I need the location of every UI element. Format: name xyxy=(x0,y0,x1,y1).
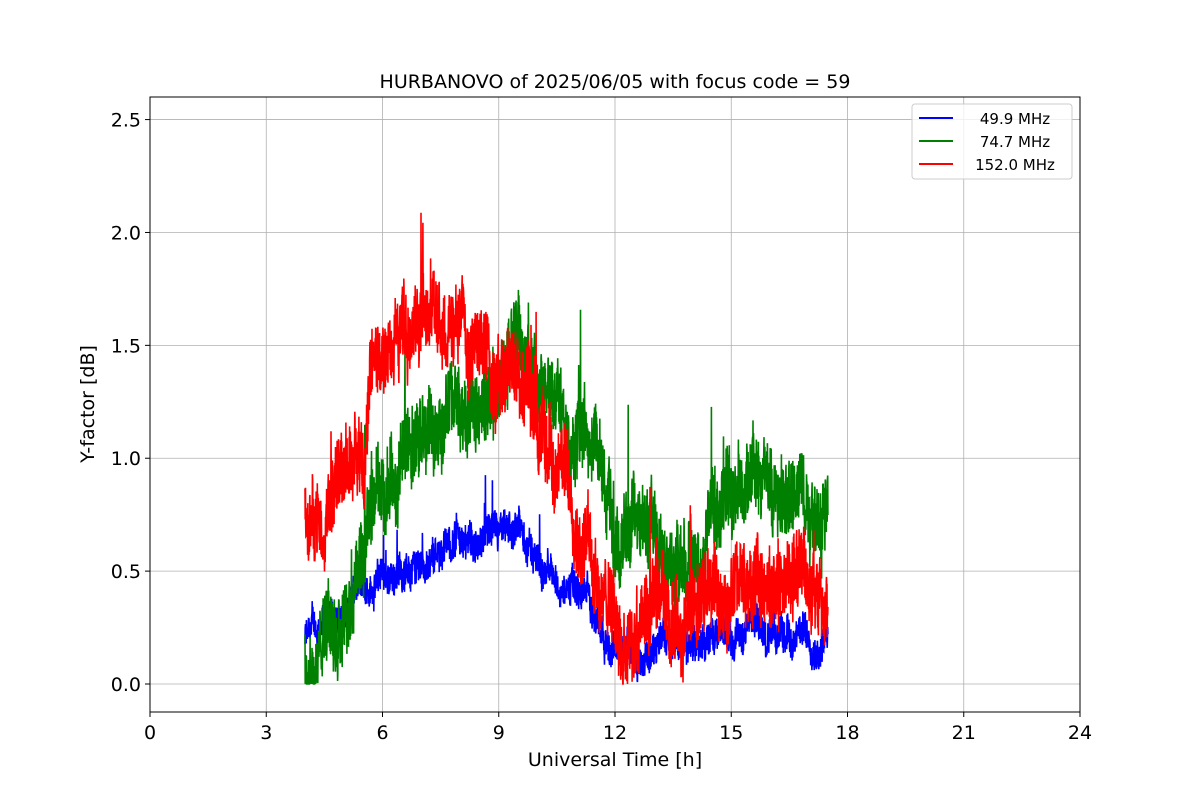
x-tick-label: 24 xyxy=(1068,722,1092,744)
y-tick-label: 1.5 xyxy=(111,335,141,357)
x-tick-label: 6 xyxy=(376,722,388,744)
x-tick-label: 12 xyxy=(603,722,627,744)
series-line-2 xyxy=(304,212,829,685)
x-axis: 0 3 6 9 12 15 18 21 24 xyxy=(144,712,1092,744)
y-tick-label: 0.0 xyxy=(111,674,141,696)
y-tick-label: 2.0 xyxy=(111,222,141,244)
y-tick-label: 0.5 xyxy=(111,561,141,583)
x-tick-label: 21 xyxy=(952,722,976,744)
legend-frame xyxy=(911,103,1073,180)
legend-label: 49.9 MHz xyxy=(980,110,1050,128)
x-tick-label: 15 xyxy=(719,722,743,744)
series-line-0 xyxy=(304,475,829,683)
y-axis: 0.0 0.5 1.0 1.5 2.0 2.5 xyxy=(111,110,150,696)
y-tick-label: 1.0 xyxy=(111,448,141,470)
x-tick-label: 9 xyxy=(493,722,505,744)
x-tick-label: 3 xyxy=(260,722,272,744)
x-axis-label: Universal Time [h] xyxy=(528,749,702,771)
y-tick-label: 2.5 xyxy=(111,110,141,132)
x-tick-label: 0 xyxy=(144,722,156,744)
series-lines xyxy=(304,212,829,685)
x-tick-label: 18 xyxy=(835,722,859,744)
legend-label: 74.7 MHz xyxy=(980,133,1050,151)
legend: 49.9 MHz 74.7 MHz 152.0 MHz xyxy=(911,103,1073,180)
legend-label: 152.0 MHz xyxy=(975,156,1055,174)
y-axis-label: Y-factor [dB] xyxy=(77,345,99,464)
chart-title: HURBANOVO of 2025/06/05 with focus code … xyxy=(380,71,851,93)
grid xyxy=(149,97,1081,712)
